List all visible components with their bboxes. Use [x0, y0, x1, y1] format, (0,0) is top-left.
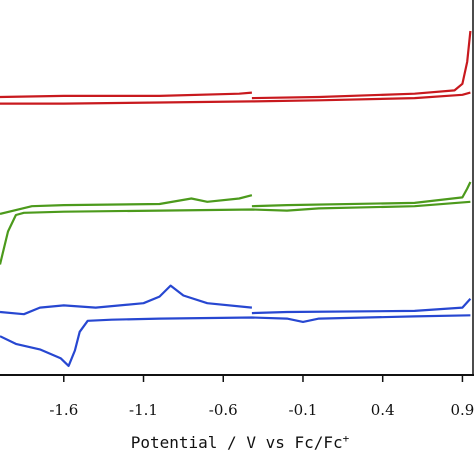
x-axis-title-text: Potential / V vs Fc/Fc — [131, 433, 343, 452]
x-tick-label: -1.6 — [49, 401, 78, 419]
trace-3-upper-segment-1 — [0, 284, 253, 316]
x-tick-label: 0.4 — [371, 401, 395, 419]
trace-1-upper-segment-2 — [251, 30, 472, 100]
trace-3-upper-segment-2 — [251, 298, 472, 315]
x-tick-label: 0.9 — [451, 401, 474, 419]
trace-1-lower-segment-1 — [0, 91, 471, 105]
trace-3-lower-segment-1 — [0, 314, 471, 367]
x-tick-label: -1.1 — [129, 401, 158, 419]
x-ticks: -1.6 -1.1 -0.6 -0.1 0.4 0.9 — [49, 375, 474, 419]
x-tick-label: -0.1 — [289, 401, 318, 419]
trace-2-lower-segment-1 — [0, 200, 471, 265]
x-axis-title-superscript: + — [343, 432, 350, 445]
trace-2-upper-segment-1 — [0, 194, 253, 215]
trace-layer — [0, 30, 472, 367]
x-tick-label: -0.6 — [209, 401, 238, 419]
trace-1-upper-segment-1 — [0, 91, 252, 99]
x-axis-title: Potential / V vs Fc/Fc+ — [131, 432, 350, 452]
trace-2-upper-segment-2 — [251, 181, 472, 208]
